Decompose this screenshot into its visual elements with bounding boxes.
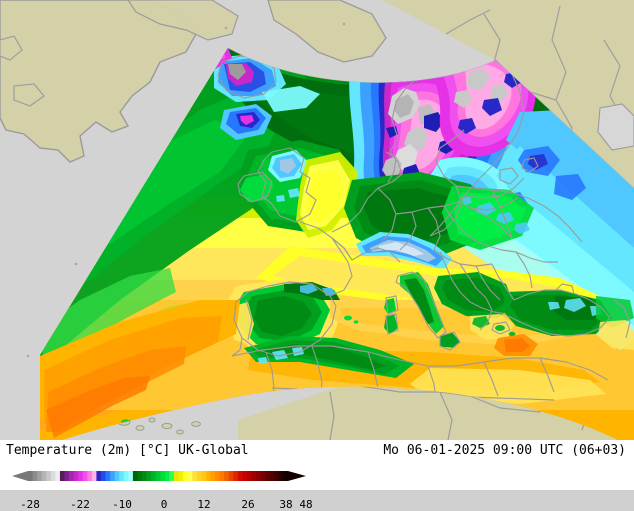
colorbar-swatch <box>105 471 111 481</box>
colorbar-swatch <box>187 471 193 481</box>
colorbar-swatch <box>169 471 175 481</box>
colorbar-swatch <box>196 471 202 481</box>
colorbar-container[interactable]: -28 -22 -10 0 12 26 38 48 <box>0 463 634 511</box>
colorbar-swatch <box>128 471 134 481</box>
colorbar-swatch <box>228 471 234 481</box>
colorbar-swatch <box>205 471 211 481</box>
colorbar-swatch <box>100 471 106 481</box>
colorbar-swatch <box>96 471 102 481</box>
temperature-map[interactable] <box>0 0 634 440</box>
temperature-field <box>40 48 634 440</box>
colorbar-swatch <box>201 471 207 481</box>
colorbar-swatch <box>50 471 56 481</box>
colorbar-swatch <box>110 471 116 481</box>
colorbar-swatch <box>132 471 138 481</box>
colorbar-swatch <box>64 471 70 481</box>
colorbar-tick-label: -22 <box>70 498 90 511</box>
colorbar-swatch <box>210 471 216 481</box>
colorbar-swatch <box>283 471 289 481</box>
domain-top-edge <box>227 47 634 189</box>
colorbar-swatch <box>114 471 120 481</box>
colorbar-swatch <box>269 471 275 481</box>
run-datetime: Mo 06-01-2025 09:00 UTC (06+03) <box>383 443 626 458</box>
colorbar-tick-label: 26 <box>241 498 255 511</box>
colorbar-tick-label: -28 <box>20 498 40 511</box>
legend-text-row: Temperature (2m) [°C] UK-Global Mo 06-01… <box>0 440 634 462</box>
colorbar-swatch <box>160 471 166 481</box>
colorbar-swatch <box>37 471 43 481</box>
colorbar-swatch <box>28 471 33 481</box>
colorbar-swatch <box>237 471 243 481</box>
colorbar-tick-label: 48 <box>299 498 313 511</box>
colorbar-tick-label: 38 <box>279 498 293 511</box>
colorbar-swatch <box>78 471 84 481</box>
colorbar[interactable] <box>0 463 634 490</box>
colorbar-swatch <box>242 471 248 481</box>
colorbar-tick-label: 0 <box>160 498 168 511</box>
colorbar-swatch <box>137 471 143 481</box>
colorbar-swatch <box>265 471 271 481</box>
colorbar-swatch <box>256 471 262 481</box>
colorbar-swatch <box>278 471 284 481</box>
colorbar-tick-label: -10 <box>112 498 132 511</box>
colorbar-swatch <box>251 471 257 481</box>
colorbar-tick-label: 12 <box>197 498 211 511</box>
colorbar-swatch <box>32 471 38 481</box>
colorbar-swatch <box>146 471 152 481</box>
colorbar-swatch <box>46 471 52 481</box>
colorbar-swatch <box>224 471 230 481</box>
colorbar-swatch <box>192 471 198 481</box>
colorbar-swatch <box>87 471 93 481</box>
colorbar-swatch <box>142 471 147 481</box>
colorbar-swatch <box>55 471 61 481</box>
legend-panel: Temperature (2m) [°C] UK-Global Mo 06-01… <box>0 440 634 511</box>
colorbar-swatch <box>215 471 220 481</box>
colorbar-swatch <box>91 471 97 481</box>
colorbar-high-arrow <box>288 471 306 481</box>
colorbar-swatch <box>69 471 75 481</box>
colorbar-swatch <box>233 471 239 481</box>
colorbar-swatch <box>164 471 170 481</box>
colorbar-swatch <box>41 471 47 481</box>
map-viewport[interactable] <box>0 0 634 440</box>
legend-title: Temperature (2m) [°C] UK-Global <box>6 443 249 458</box>
colorbar-swatch <box>173 471 179 481</box>
colorbar-swatch <box>151 471 157 481</box>
colorbar-swatches <box>28 471 289 481</box>
colorbar-swatch <box>59 471 65 481</box>
colorbar-swatch <box>73 471 79 481</box>
colorbar-swatch <box>260 471 266 481</box>
colorbar-swatch <box>119 471 125 481</box>
colorbar-swatch <box>183 471 189 481</box>
colorbar-swatch <box>123 471 129 481</box>
colorbar-swatch <box>82 471 88 481</box>
colorbar-swatch <box>155 471 161 481</box>
colorbar-swatch <box>219 471 225 481</box>
colorbar-swatch <box>246 471 252 481</box>
colorbar-swatch <box>178 471 184 481</box>
colorbar-swatch <box>274 471 280 481</box>
colorbar-low-arrow <box>12 471 28 481</box>
